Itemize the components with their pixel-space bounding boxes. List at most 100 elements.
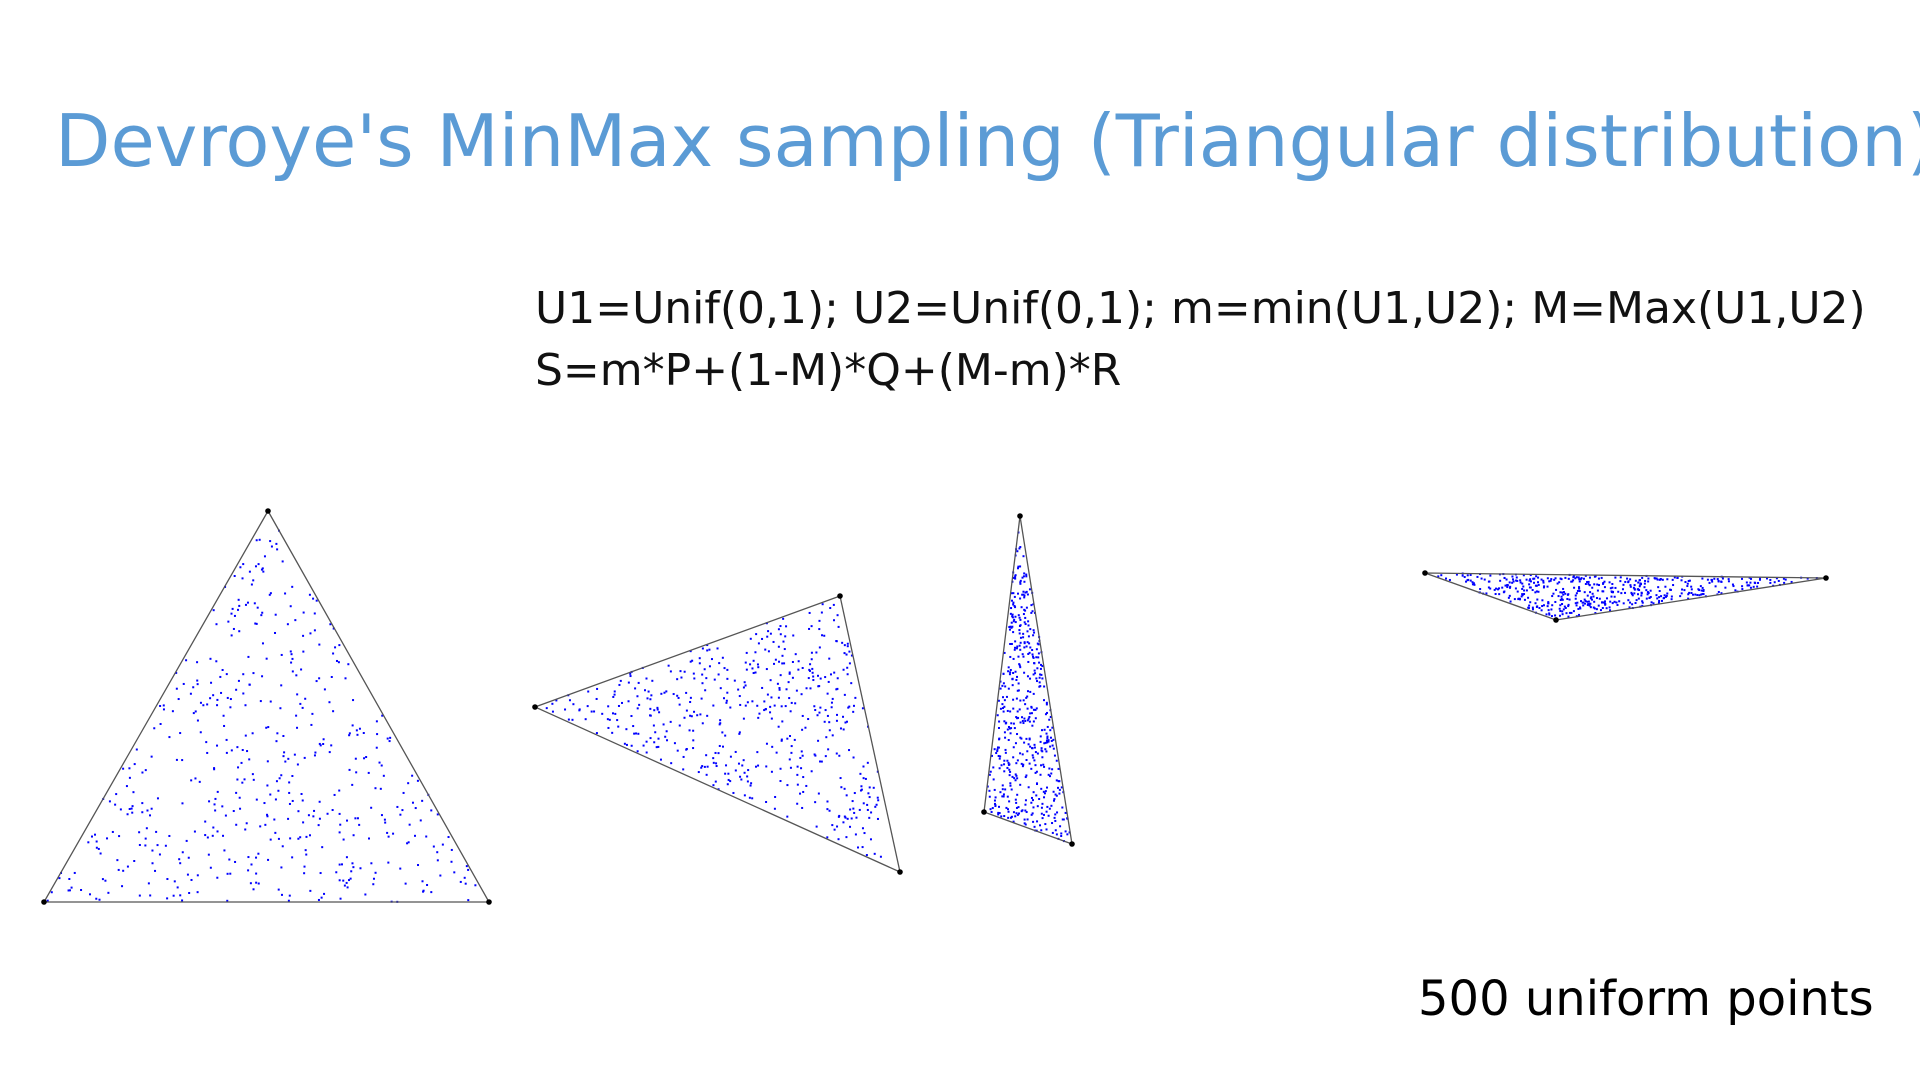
sample-point xyxy=(1627,581,1630,584)
sample-point xyxy=(1022,593,1025,596)
sample-point xyxy=(189,692,192,695)
sample-point xyxy=(1010,788,1013,791)
sample-point xyxy=(1035,707,1038,710)
sample-point xyxy=(1469,579,1472,582)
sample-point xyxy=(763,709,766,712)
sample-point xyxy=(260,568,263,571)
sample-point xyxy=(1591,592,1594,595)
sample-point xyxy=(308,593,311,596)
sample-point xyxy=(1046,735,1049,738)
sample-points xyxy=(46,529,477,903)
sample-point xyxy=(638,703,641,706)
sample-point xyxy=(94,833,97,836)
sample-point xyxy=(1545,613,1548,616)
vertex-q xyxy=(1823,575,1829,581)
sample-point xyxy=(1535,590,1538,593)
sample-point xyxy=(756,663,759,666)
sample-point xyxy=(1015,812,1018,815)
sample-point xyxy=(1046,805,1049,808)
sample-point xyxy=(1012,672,1015,674)
sample-point xyxy=(343,884,346,887)
sample-point xyxy=(1622,602,1625,605)
sample-point xyxy=(800,767,803,770)
sample-point xyxy=(1698,594,1701,597)
sample-point xyxy=(750,782,753,785)
sample-point xyxy=(1587,582,1590,585)
sample-point xyxy=(836,677,839,680)
sample-point xyxy=(801,728,804,731)
sample-point xyxy=(1542,586,1545,589)
sample-point xyxy=(673,742,676,745)
sample-point xyxy=(824,676,827,679)
sample-point xyxy=(1602,582,1605,584)
sample-point xyxy=(723,697,725,700)
sample-point xyxy=(1489,574,1492,577)
sample-point xyxy=(1009,784,1012,787)
sample-point xyxy=(1641,600,1644,603)
sample-point xyxy=(1480,577,1483,580)
sample-point xyxy=(997,754,1000,757)
sample-point xyxy=(1010,727,1013,730)
sample-point xyxy=(370,806,373,809)
sample-point xyxy=(436,859,439,862)
sample-point xyxy=(1598,597,1601,600)
sample-point xyxy=(235,823,238,826)
sample-point xyxy=(1002,710,1005,713)
sample-point xyxy=(842,668,845,671)
sample-point xyxy=(1012,657,1015,660)
sample-point xyxy=(225,738,228,741)
sample-point xyxy=(755,633,758,636)
sample-point xyxy=(225,673,228,676)
sample-point xyxy=(854,833,857,836)
sample-point xyxy=(855,816,858,819)
sample-point xyxy=(238,604,241,607)
sample-point xyxy=(1006,759,1009,762)
sample-point xyxy=(1049,715,1052,718)
sample-point xyxy=(1052,799,1055,802)
sample-point xyxy=(1029,745,1032,748)
sample-point xyxy=(1012,576,1015,579)
sample-point xyxy=(1648,596,1651,599)
sample-point xyxy=(108,800,111,803)
sample-point xyxy=(1030,706,1033,709)
sample-point xyxy=(1638,589,1641,592)
sample-point xyxy=(1666,578,1669,581)
sample-point xyxy=(1592,606,1595,609)
sample-point xyxy=(810,770,813,773)
sample-point xyxy=(1528,579,1531,582)
sample-point xyxy=(1043,792,1046,795)
sample-point xyxy=(301,799,304,802)
sample-point xyxy=(773,807,776,810)
sample-point xyxy=(453,871,456,874)
sample-point xyxy=(223,849,226,852)
sample-point xyxy=(836,713,839,716)
sample-point xyxy=(812,679,815,682)
sample-point xyxy=(1038,676,1041,679)
sample-point xyxy=(705,677,708,680)
sample-point xyxy=(1465,580,1468,583)
sample-point xyxy=(1653,577,1656,580)
sample-point xyxy=(1574,577,1577,580)
sample-point xyxy=(299,702,302,705)
sample-point xyxy=(219,675,222,678)
sample-point xyxy=(312,815,315,818)
sample-point xyxy=(1619,580,1622,583)
sample-point xyxy=(474,884,477,887)
sample-point xyxy=(689,650,692,653)
sample-point xyxy=(756,704,759,707)
sample-point xyxy=(1009,655,1012,658)
sample-point xyxy=(246,601,249,604)
sample-point xyxy=(769,705,772,708)
sample-point xyxy=(701,673,704,676)
sample-point xyxy=(1025,606,1028,609)
sample-point xyxy=(757,764,760,767)
sample-point xyxy=(1466,574,1469,577)
sample-point xyxy=(1568,611,1571,614)
sample-point xyxy=(1026,630,1029,633)
sample-point xyxy=(450,848,453,851)
sample-point xyxy=(1646,593,1649,596)
sample-point xyxy=(302,634,305,637)
sample-point xyxy=(1531,608,1534,611)
sample-point xyxy=(669,720,672,723)
sample-point xyxy=(815,651,818,654)
